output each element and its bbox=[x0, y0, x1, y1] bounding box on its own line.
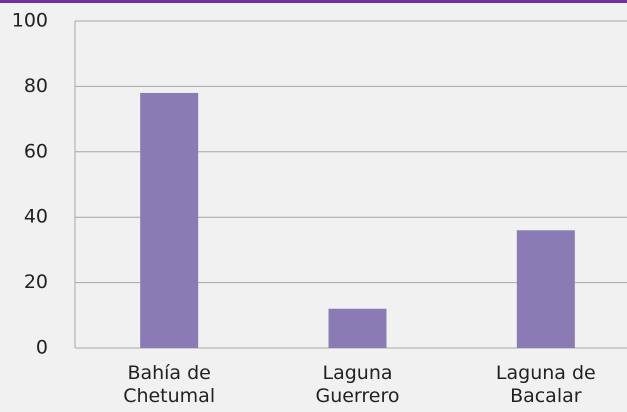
x-tick-label: Bahía de Chetumal bbox=[123, 362, 216, 407]
y-tick-label: 40 bbox=[24, 206, 48, 228]
bar bbox=[140, 92, 199, 348]
bar bbox=[516, 230, 575, 348]
y-tick-label: 100 bbox=[12, 10, 48, 32]
y-tick-label: 60 bbox=[24, 140, 48, 162]
x-tick-label: Laguna de Bacalar bbox=[495, 362, 596, 407]
y-tick-label: 0 bbox=[36, 337, 48, 359]
x-tick-label: Laguna Guerrero bbox=[315, 362, 400, 407]
top-border bbox=[0, 0, 627, 3]
y-tick-label: 80 bbox=[24, 75, 48, 97]
y-tick-label: 20 bbox=[24, 271, 48, 293]
bar bbox=[328, 308, 387, 348]
